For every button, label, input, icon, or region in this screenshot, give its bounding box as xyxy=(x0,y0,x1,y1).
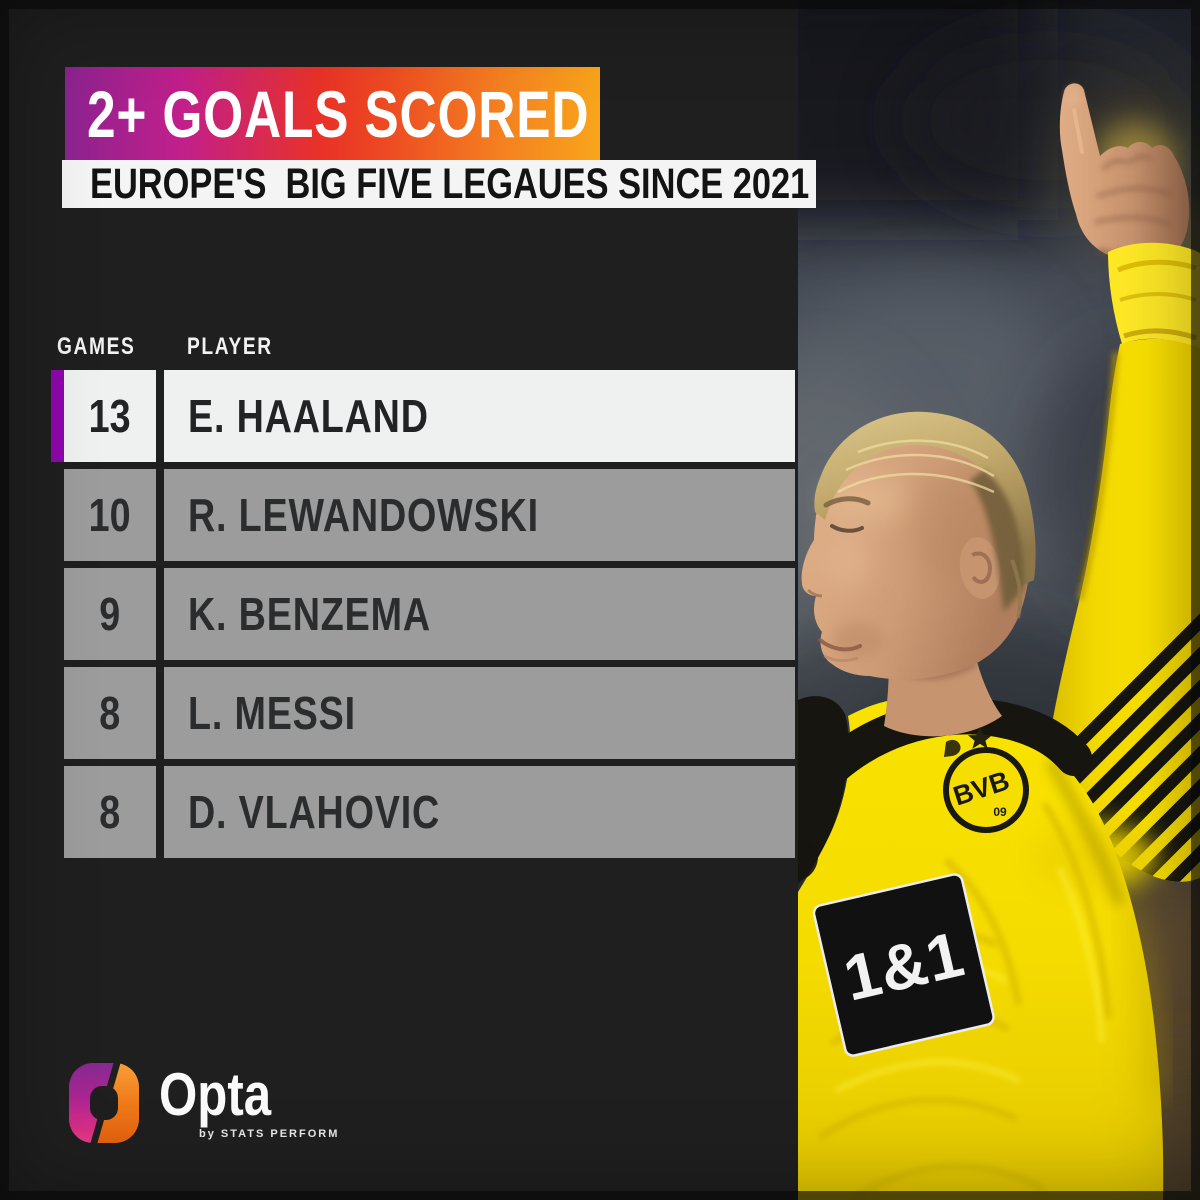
opta-tagline: by STATS PERFORM xyxy=(199,1128,340,1140)
ear xyxy=(959,537,1001,599)
column-header-player: PLAYER xyxy=(187,333,273,360)
puma-mark xyxy=(944,739,961,757)
opta-wordmark: Opta xyxy=(159,1061,272,1128)
hair xyxy=(814,411,1036,588)
sleeve-cuff xyxy=(1108,242,1200,348)
title-banner: 2+ GOALS SCORED xyxy=(65,67,600,160)
player-name: D. VLAHOVIC xyxy=(188,786,441,838)
facial-features xyxy=(806,496,871,663)
badge-year: 09 xyxy=(993,805,1007,819)
table-row-player: L. MESSI xyxy=(164,667,795,759)
club-badge: BVB 09 xyxy=(943,747,1029,833)
player-name: R. LEWANDOWSKI xyxy=(188,489,539,541)
champion-star xyxy=(967,726,993,749)
puma-logo-left xyxy=(798,840,818,882)
games-value: 8 xyxy=(99,687,121,739)
games-value: 8 xyxy=(99,786,121,838)
games-value: 10 xyxy=(89,489,131,541)
table-row-player: R. LEWANDOWSKI xyxy=(164,469,795,561)
jersey-torso xyxy=(798,697,1164,1200)
sponsor-patch: 1&1 xyxy=(812,873,995,1057)
games-value: 13 xyxy=(89,390,131,442)
table-row-games: 9 xyxy=(64,568,156,660)
page-title: 2+ GOALS SCORED xyxy=(87,76,590,151)
table-row-player: E. HAALAND xyxy=(164,370,795,462)
highlight-accent-bar xyxy=(51,370,64,462)
column-header-games: GAMES xyxy=(57,333,136,360)
table-row-games: 8 xyxy=(64,667,156,759)
games-value: 9 xyxy=(99,588,121,640)
player-name: K. BENZEMA xyxy=(188,588,431,640)
opta-logo-icon xyxy=(69,1063,139,1143)
player-photo: BVB 09 1&1 xyxy=(798,0,1200,1200)
table-row-games: 8 xyxy=(64,766,156,858)
table-row-player: D. VLAHOVIC xyxy=(164,766,795,858)
table-row-player: K. BENZEMA xyxy=(164,568,795,660)
table-row-games: 13 xyxy=(64,370,156,462)
player-head xyxy=(801,411,1036,737)
page-subtitle: EUROPE'S BIG FIVE LEGAUES SINCE 2021 xyxy=(90,159,810,208)
player-name: L. MESSI xyxy=(188,687,356,739)
table-row-games: 10 xyxy=(64,469,156,561)
subtitle-bar: EUROPE'S BIG FIVE LEGAUES SINCE 2021 xyxy=(62,160,816,208)
player-name: E. HAALAND xyxy=(188,390,429,442)
opta-brand: Opta by STATS PERFORM xyxy=(69,1063,339,1143)
